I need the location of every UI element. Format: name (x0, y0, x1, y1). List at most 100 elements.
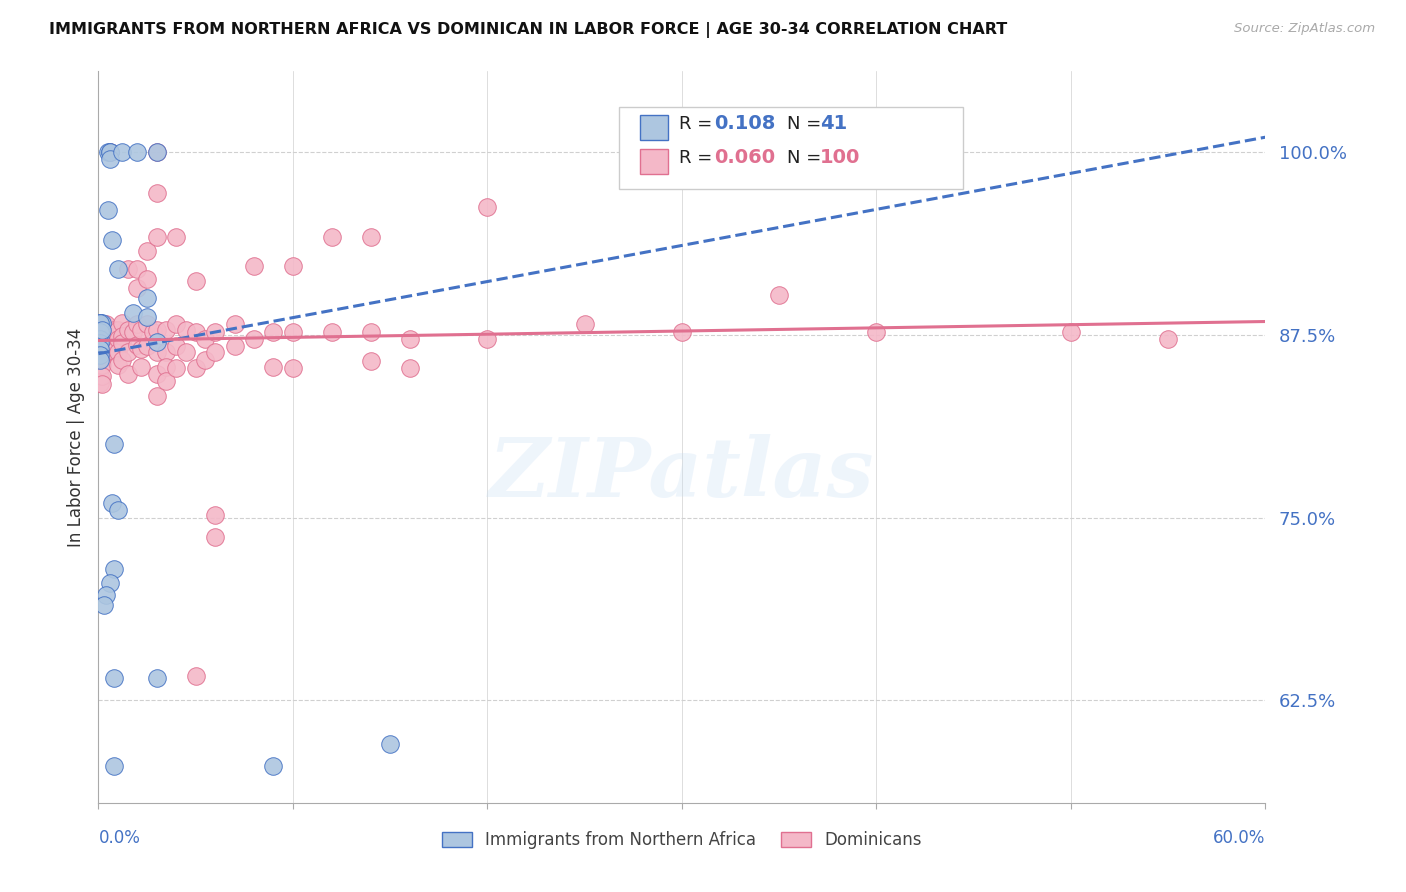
Point (97, 325, 120, 339)
Point (224, 339, 246, 353)
Point (204, 345, 226, 359)
Point (129, 343, 152, 357)
Point (477, 201, 499, 215)
Point (103, 437, 125, 451)
Point (98, 325, 121, 339)
Point (146, 345, 169, 359)
Point (111, 329, 134, 343)
Point (155, 345, 177, 359)
Point (98, 576, 121, 591)
Point (117, 367, 139, 381)
Point (146, 229, 169, 244)
Point (122, 306, 145, 320)
Point (321, 325, 343, 339)
Point (107, 345, 129, 359)
Point (96, 318, 118, 332)
Point (93, 327, 115, 342)
Point (111, 145, 134, 159)
Text: ZIPatlas: ZIPatlas (489, 434, 875, 514)
Point (107, 359, 129, 373)
Point (103, 323, 125, 337)
Point (174, 323, 197, 337)
Point (122, 325, 145, 339)
Point (91, 350, 114, 364)
Text: Source: ZipAtlas.com: Source: ZipAtlas.com (1234, 22, 1375, 36)
Text: IMMIGRANTS FROM NORTHERN AFRICA VS DOMINICAN IN LABOR FORCE | AGE 30-34 CORRELAT: IMMIGRANTS FROM NORTHERN AFRICA VS DOMIN… (49, 22, 1008, 38)
Point (243, 332, 266, 346)
Point (174, 345, 197, 359)
Point (477, 332, 499, 346)
Point (146, 334, 169, 349)
Point (107, 261, 129, 276)
Point (103, 672, 125, 686)
Point (127, 261, 149, 276)
Point (165, 339, 187, 353)
Point (96, 341, 118, 355)
Point (127, 338, 149, 352)
Point (574, 318, 596, 332)
Point (103, 562, 125, 576)
Point (136, 291, 159, 305)
Point (117, 345, 139, 359)
Point (398, 361, 420, 376)
Point (146, 323, 169, 337)
Point (281, 259, 304, 273)
Point (117, 323, 139, 337)
Point (146, 389, 169, 403)
Point (146, 367, 169, 381)
Point (91, 323, 114, 337)
Point (91, 377, 114, 392)
Point (101, 496, 124, 510)
Point (111, 316, 134, 330)
Point (194, 352, 217, 367)
Point (103, 759, 125, 773)
Point (146, 145, 169, 159)
Text: N =: N = (787, 115, 827, 133)
Point (89, 376, 111, 390)
Point (127, 281, 149, 295)
Point (91, 359, 114, 373)
Point (89, 352, 111, 367)
Point (1060, 325, 1083, 339)
Point (281, 361, 304, 376)
Point (224, 318, 246, 332)
Point (184, 361, 207, 376)
Point (204, 325, 226, 339)
Point (155, 375, 177, 389)
Point (93, 338, 115, 352)
Point (89, 368, 111, 383)
Point (360, 354, 382, 368)
Point (281, 325, 304, 339)
Text: R =: R = (679, 149, 718, 167)
Point (98, 145, 121, 159)
Point (360, 229, 382, 244)
Point (165, 361, 187, 376)
Point (117, 261, 139, 276)
Point (96, 588, 118, 602)
Point (380, 737, 402, 751)
Point (101, 233, 124, 247)
Text: N =: N = (787, 149, 827, 167)
Point (243, 259, 266, 273)
Point (129, 359, 152, 374)
Text: 0.108: 0.108 (714, 114, 776, 134)
Text: 0.0%: 0.0% (98, 830, 141, 847)
Point (184, 668, 207, 682)
Point (111, 336, 134, 351)
Point (204, 508, 226, 522)
Point (204, 530, 226, 544)
Point (184, 274, 207, 288)
Point (136, 244, 159, 259)
Y-axis label: In Labor Force | Age 30-34: In Labor Force | Age 30-34 (66, 327, 84, 547)
Text: 41: 41 (820, 114, 846, 134)
Point (107, 323, 129, 337)
Legend: Immigrants from Northern Africa, Dominicans: Immigrants from Northern Africa, Dominic… (441, 831, 922, 849)
Point (321, 229, 343, 244)
Point (91, 368, 114, 383)
Point (93, 599, 115, 613)
Point (98, 145, 121, 159)
Point (146, 145, 169, 159)
Point (136, 310, 159, 325)
Point (146, 186, 169, 200)
Point (1157, 332, 1180, 346)
